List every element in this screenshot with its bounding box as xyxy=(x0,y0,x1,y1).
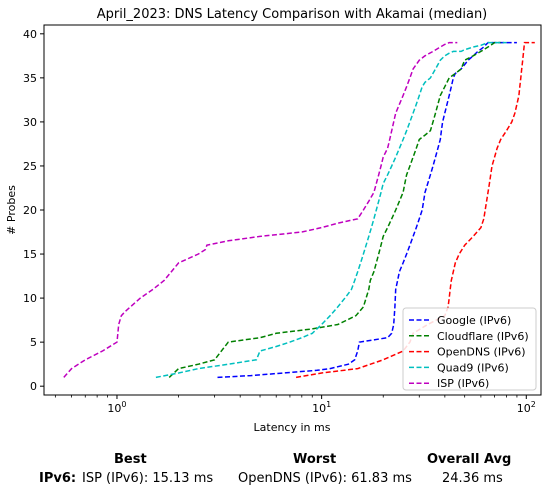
series-line-4 xyxy=(63,41,458,378)
x-tick-label-2: 102 xyxy=(517,400,536,415)
summary-header-worst: Worst xyxy=(293,452,337,467)
y-tick-label-8: 40 xyxy=(23,28,37,41)
summary-table: Best Worst Overall Avg IPv6: ISP (IPv6):… xyxy=(0,448,548,492)
axes: 0 5 10 15 20 25 30 35 40 100 101 102 xyxy=(23,28,536,415)
y-tick-label-7: 35 xyxy=(23,72,37,85)
summary-header-avg: Overall Avg xyxy=(427,452,512,467)
latency-chart: April_2023: DNS Latency Comparison with … xyxy=(5,7,542,434)
series-line-1 xyxy=(168,41,501,378)
x-tick-label-0: 100 xyxy=(107,400,126,415)
legend-label-2: OpenDNS (IPv6) xyxy=(437,346,526,359)
legend: Google (IPv6) Cloudflare (IPv6) OpenDNS (I… xyxy=(402,307,537,391)
summary-row-label: IPv6: xyxy=(39,471,77,486)
legend-label-3: Quad9 (IPv6) xyxy=(437,361,509,374)
legend-label-1: Cloudflare (IPv6) xyxy=(437,330,529,343)
summary-worst-value: OpenDNS (IPv6): 61.83 ms xyxy=(238,471,412,486)
y-tick-label-5: 25 xyxy=(23,160,37,173)
y-tick-label-1: 5 xyxy=(30,336,37,349)
series-line-3 xyxy=(155,41,507,379)
y-axis-label: # Probes xyxy=(5,185,18,235)
series-line-0 xyxy=(217,41,517,379)
legend-box xyxy=(402,307,537,391)
x-axis-label: Latency in ms xyxy=(254,421,331,434)
summary-header-best: Best xyxy=(114,452,147,467)
chart-title: April_2023: DNS Latency Comparison with … xyxy=(97,7,488,22)
y-tick-label-0: 0 xyxy=(30,380,37,393)
y-tick-label-4: 20 xyxy=(23,204,37,217)
legend-label-0: Google (IPv6) xyxy=(437,314,511,327)
y-tick-label-2: 10 xyxy=(23,292,37,305)
summary-best-value: ISP (IPv6): 15.13 ms xyxy=(82,471,214,486)
legend-label-4: ISP (IPv6) xyxy=(437,377,489,390)
x-tick-label-1: 101 xyxy=(312,400,331,415)
y-tick-label-3: 15 xyxy=(23,248,37,261)
y-tick-label-6: 30 xyxy=(23,116,37,129)
summary-avg-value: 24.36 ms xyxy=(442,471,503,486)
